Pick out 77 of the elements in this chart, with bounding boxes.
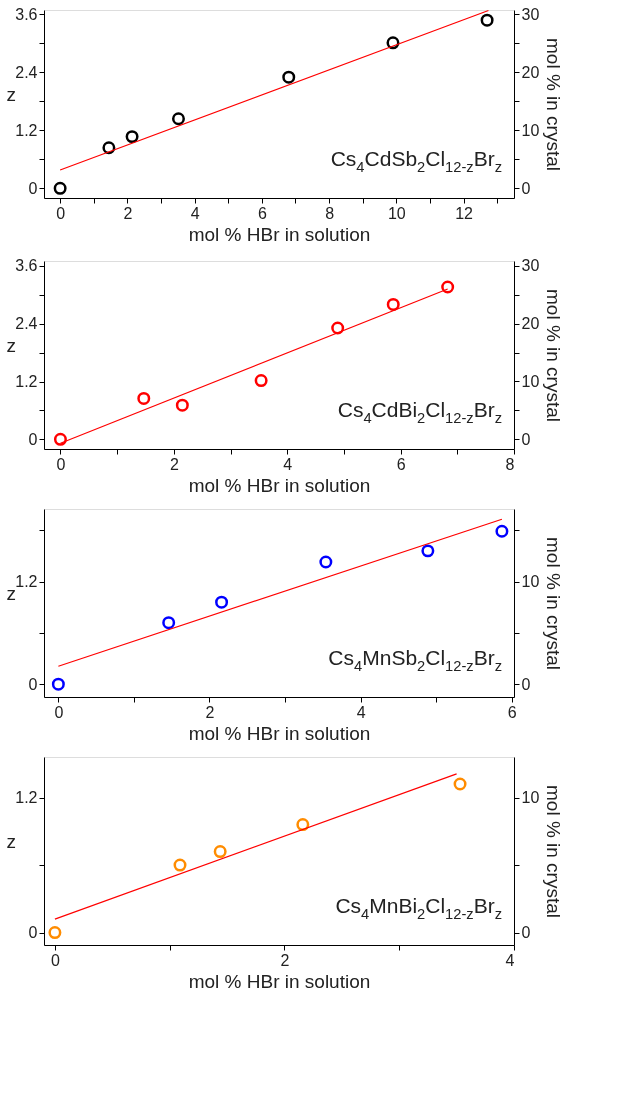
point <box>48 926 62 940</box>
point <box>453 777 467 791</box>
point <box>162 616 176 630</box>
y2-tick-label: 0 <box>521 179 531 197</box>
x-axis-title: mol % HBr in solution <box>188 474 371 496</box>
point <box>254 374 268 388</box>
x-tick-label: 0 <box>56 204 66 222</box>
x-tick-label: 4 <box>356 703 366 721</box>
y-tick-label: 0 <box>28 675 38 693</box>
x-tick-label: 0 <box>56 455 66 473</box>
point <box>171 112 185 126</box>
point <box>495 524 509 538</box>
x-tick-label: 0 <box>54 703 64 721</box>
y-tick-label: 0 <box>28 430 38 448</box>
x-tick-label: 10 <box>387 204 406 222</box>
x-tick-label: 2 <box>205 703 215 721</box>
x-tick-label: 2 <box>280 951 290 969</box>
x-tick-label: 4 <box>505 951 515 969</box>
point <box>421 544 435 558</box>
y2-tick-label: 10 <box>521 372 540 390</box>
y2-axis-title: mol % in crystal <box>543 288 565 423</box>
point <box>53 432 67 446</box>
y-tick-label: 3.6 <box>15 5 38 23</box>
point <box>175 398 189 412</box>
x-tick-label: 12 <box>455 204 474 222</box>
x-tick-label: 8 <box>325 204 335 222</box>
x-tick-label: 2 <box>169 455 179 473</box>
point <box>53 181 67 195</box>
y2-tick-label: 0 <box>521 675 531 693</box>
point <box>386 297 400 311</box>
point <box>125 130 139 144</box>
y-tick-label: 1.2 <box>15 121 38 139</box>
y2-tick-label: 10 <box>521 121 540 139</box>
y2-tick-label: 0 <box>521 924 531 942</box>
x-axis-title: mol % HBr in solution <box>188 722 371 744</box>
y-tick-label: 1.2 <box>15 573 38 591</box>
y2-tick-label: 20 <box>521 315 540 333</box>
point <box>137 391 151 405</box>
x-tick-label: 6 <box>257 204 267 222</box>
y-axis-title: z <box>6 582 17 604</box>
x-axis-title: mol % HBr in solution <box>188 970 371 992</box>
point <box>480 13 494 27</box>
x-tick-label: 8 <box>505 455 515 473</box>
y-axis-title: z <box>6 830 17 852</box>
point <box>441 280 455 294</box>
y-axis-title: z <box>6 334 17 356</box>
y-axis-title: z <box>6 83 17 105</box>
y2-axis-title: mol % in crystal <box>543 536 565 671</box>
y-tick-label: 3.6 <box>15 257 38 275</box>
x-tick-label: 4 <box>190 204 200 222</box>
x-tick-label: 4 <box>283 455 293 473</box>
y-tick-label: 2.4 <box>15 63 38 81</box>
y2-tick-label: 20 <box>521 63 540 81</box>
point <box>51 677 65 691</box>
x-tick-label: 2 <box>123 204 133 222</box>
x-tick-label: 0 <box>50 951 60 969</box>
y2-tick-label: 30 <box>521 5 540 23</box>
y-tick-label: 0 <box>28 179 38 197</box>
y2-tick-label: 0 <box>521 430 531 448</box>
y-tick-label: 2.4 <box>15 315 38 333</box>
x-axis-title: mol % HBr in solution <box>188 223 371 245</box>
y2-tick-label: 10 <box>521 573 540 591</box>
y-tick-label: 1.2 <box>15 789 38 807</box>
point <box>213 845 227 859</box>
point <box>173 858 187 872</box>
point <box>331 321 345 335</box>
x-tick-label: 6 <box>396 455 406 473</box>
y-tick-label: 1.2 <box>15 373 38 391</box>
y2-tick-label: 30 <box>521 257 540 275</box>
y2-tick-label: 10 <box>521 789 540 807</box>
point <box>319 555 333 569</box>
point <box>215 595 229 609</box>
y-tick-label: 0 <box>28 924 38 942</box>
x-tick-label: 6 <box>507 703 517 721</box>
y2-axis-title: mol % in crystal <box>543 37 565 172</box>
y2-axis-title: mol % in crystal <box>543 784 565 919</box>
point <box>282 70 296 84</box>
